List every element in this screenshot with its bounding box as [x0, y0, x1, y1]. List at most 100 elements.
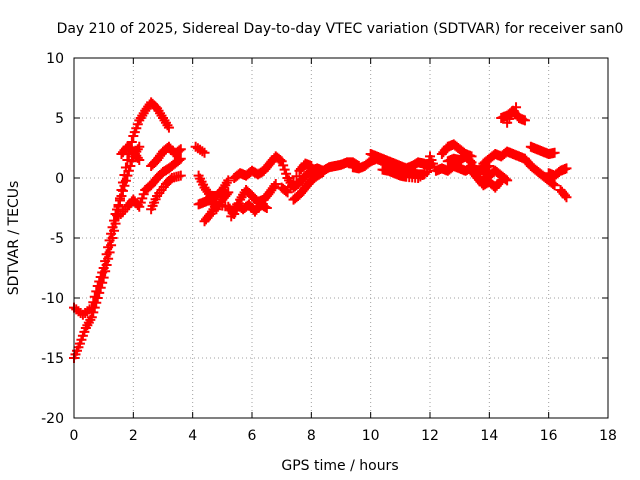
data-point-interp: [114, 195, 125, 206]
data-point: [134, 155, 145, 165]
data-point-interp: [132, 119, 143, 130]
x-tick-label: 12: [421, 428, 439, 444]
data-point: [134, 141, 145, 152]
data-point-interp: [109, 215, 120, 226]
data-point-interp: [279, 164, 290, 175]
plot-frame: [73, 57, 609, 419]
data-point-interp: [278, 160, 289, 171]
data-point-interp: [95, 272, 106, 282]
data-point-interp: [291, 171, 302, 182]
data-point: [104, 235, 115, 246]
data-point: [561, 192, 572, 203]
x-tick-label: 18: [599, 428, 617, 444]
data-point: [134, 201, 145, 212]
data-point: [261, 203, 272, 213]
data-point: [511, 102, 522, 113]
data-point-interp: [97, 267, 108, 278]
data-point-interp: [135, 197, 146, 208]
data-point-interp: [281, 186, 292, 197]
data-point: [163, 122, 174, 133]
data-point-interp: [137, 193, 148, 204]
data-point-interp: [285, 182, 296, 192]
y-axis-label: SDTVAR / TECUs: [6, 181, 22, 296]
data-point: [175, 144, 186, 155]
data-point: [122, 170, 133, 181]
data-point-interp: [88, 297, 99, 308]
y-tick-label: -15: [41, 351, 64, 367]
x-tick-label: 4: [188, 428, 197, 444]
data-point-interp: [94, 276, 105, 287]
data-point-interp: [77, 330, 88, 341]
data-point-interp: [174, 145, 185, 156]
data-point: [116, 191, 127, 201]
data-point: [86, 302, 97, 313]
y-tick-label: -5: [50, 231, 64, 247]
data-point-interp: [106, 228, 117, 239]
data-point: [175, 170, 186, 181]
data-point-interp: [100, 256, 111, 267]
chart-title: Day 210 of 2025, Sidereal Day-to-day VTE…: [57, 21, 624, 37]
data-point-interp: [125, 161, 136, 171]
data-point-interp: [79, 326, 90, 337]
y-tick-label: 0: [55, 171, 64, 187]
data-point: [549, 180, 560, 191]
data-point-interp: [101, 249, 112, 260]
data-point-interp: [131, 123, 142, 134]
data-point-interp: [548, 179, 559, 189]
data-point-interp: [119, 180, 130, 191]
y-tick-label: 5: [55, 111, 64, 127]
data-point: [276, 156, 287, 167]
data-point: [282, 187, 293, 198]
data-point: [92, 281, 103, 291]
data-point: [496, 175, 507, 186]
data-point-interp: [120, 175, 131, 186]
data-point-interp: [126, 156, 137, 167]
x-tick-label: 2: [129, 428, 138, 444]
x-tick-label: 8: [307, 428, 316, 444]
x-tick-label: 14: [480, 428, 498, 444]
data-point: [122, 155, 133, 165]
data-point: [306, 161, 317, 171]
data-point-interp: [89, 291, 100, 302]
data-point: [549, 147, 560, 158]
x-axis-label: GPS time / hours: [281, 458, 398, 474]
data-point: [74, 338, 85, 349]
data-point-interp: [281, 168, 292, 179]
axis-ticks: 0 2 4 6 8 10 12 14 16 18 10 5 0 -5 -10 -15 -20: [41, 51, 617, 444]
data-point: [175, 153, 186, 164]
data-point-interp: [76, 334, 87, 345]
data-point: [223, 187, 234, 198]
data-point-interp: [113, 200, 124, 210]
data-point: [561, 163, 572, 174]
data-point-interp: [123, 165, 134, 176]
data-point-interp: [465, 155, 476, 166]
data-point-interp: [138, 189, 149, 200]
data-point-interp: [117, 185, 128, 196]
y-tick-label: -20: [41, 411, 64, 427]
data-point-interp: [91, 286, 102, 297]
data-point-interp: [500, 174, 511, 185]
data-point: [98, 263, 109, 273]
x-tick-label: 10: [362, 428, 380, 444]
data-point-interp: [288, 176, 299, 187]
data-point: [86, 312, 97, 323]
data-point-interp: [107, 222, 118, 233]
grid-lines: [74, 58, 608, 418]
y-tick-label: 10: [46, 51, 64, 67]
data-point: [128, 131, 139, 141]
x-tick-label: 16: [540, 428, 558, 444]
data-points: [69, 97, 572, 363]
data-point: [199, 147, 210, 158]
data-point-interp: [112, 204, 123, 215]
data-point-interp: [275, 155, 286, 165]
data-point: [270, 179, 281, 189]
data-point: [318, 167, 329, 177]
data-point-interp: [129, 127, 140, 138]
data-point-interp: [174, 155, 185, 165]
data-point: [223, 175, 234, 186]
data-point-interp: [126, 137, 137, 147]
x-tick-label: 0: [70, 428, 79, 444]
data-point-interp: [103, 242, 114, 253]
data-point: [519, 115, 530, 126]
